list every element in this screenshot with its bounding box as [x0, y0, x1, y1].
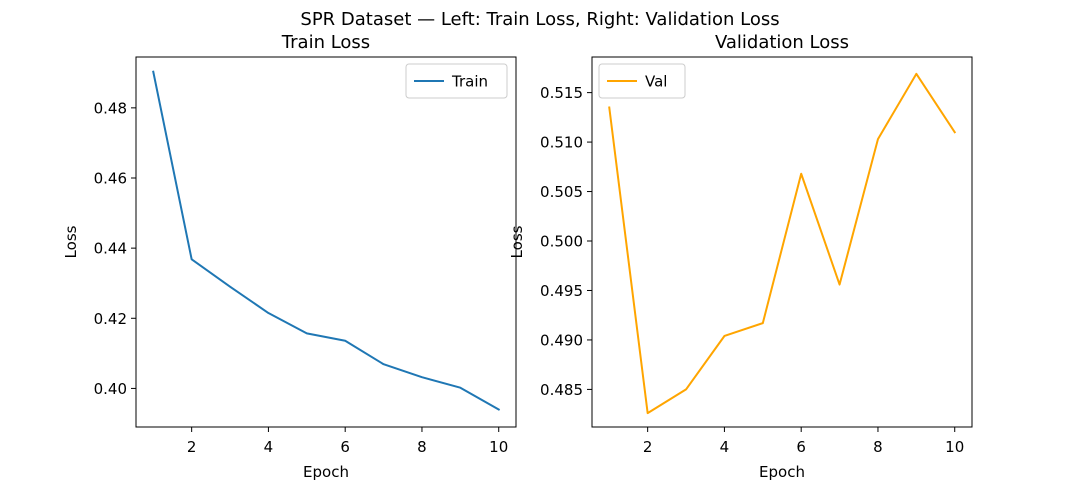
chart2-xtick-label: 4: [720, 438, 730, 456]
chart2-ytick-label: 0.510: [540, 134, 583, 152]
chart1-xtick-label: 10: [489, 438, 508, 456]
chart1-axes-frame: [135, 56, 517, 428]
figure-suptitle: SPR Dataset — Left: Train Loss, Right: V…: [300, 9, 779, 30]
chart2-ytick-label: 0.490: [540, 331, 583, 349]
chart2-ytick-label: 0.500: [540, 233, 583, 251]
chart1-xtick-label: 2: [187, 438, 197, 456]
chart1-xlabel: Epoch: [303, 463, 349, 480]
chart2-title: Validation Loss: [715, 32, 849, 53]
chart2-series-line-0: [608, 72, 957, 415]
chart2-xtick-label: 6: [796, 438, 806, 456]
chart1-legend: Train: [405, 63, 508, 99]
chart1-title: Train Loss: [281, 32, 370, 53]
chart2-xtick-label: 8: [873, 438, 883, 456]
chart1: Train Loss 2 4 6 8 10 0.40 0.42 0.44 0.46 0.48 Epoc…: [62, 32, 517, 480]
chart2-ytick-label: 0.495: [540, 282, 583, 300]
chart2-axes-frame: [591, 56, 973, 428]
chart1-legend-label: Train: [451, 73, 488, 91]
chart1-xtick-label: 8: [417, 438, 427, 456]
chart1-ytick-label: 0.44: [94, 240, 127, 258]
chart2-legend: Val: [598, 63, 686, 99]
chart1-ylabel: Loss: [62, 225, 80, 258]
chart1-ytick-label: 0.46: [94, 169, 127, 187]
chart2: Validation Loss 2 4 6 8 10 0.485 0.490 0.495 0.50…: [508, 32, 973, 480]
chart2-xtick-label: 2: [643, 438, 653, 456]
chart2-ytick-label: 0.485: [540, 381, 583, 399]
chart1-series-line-0: [152, 70, 501, 411]
chart2-xlabel: Epoch: [759, 463, 805, 480]
chart2-ytick-label: 0.515: [540, 84, 583, 102]
chart1-xtick-label: 4: [264, 438, 274, 456]
chart1-xtick-label: 6: [340, 438, 350, 456]
chart2-ylabel: Loss: [508, 225, 526, 258]
chart2-xtick-label: 10: [945, 438, 964, 456]
chart2-ytick-label: 0.505: [540, 183, 583, 201]
chart1-ytick-label: 0.48: [94, 99, 127, 117]
chart2-legend-label: Val: [645, 73, 667, 91]
chart1-legend-box: [405, 63, 508, 99]
chart1-ytick-label: 0.42: [94, 310, 127, 328]
panels: Train Loss 2 4 6 8 10 0.40 0.42 0.44 0.46 0.48 Epoc…: [62, 32, 973, 480]
chart2-legend-box: [598, 63, 686, 99]
chart1-ytick-label: 0.40: [94, 380, 127, 398]
